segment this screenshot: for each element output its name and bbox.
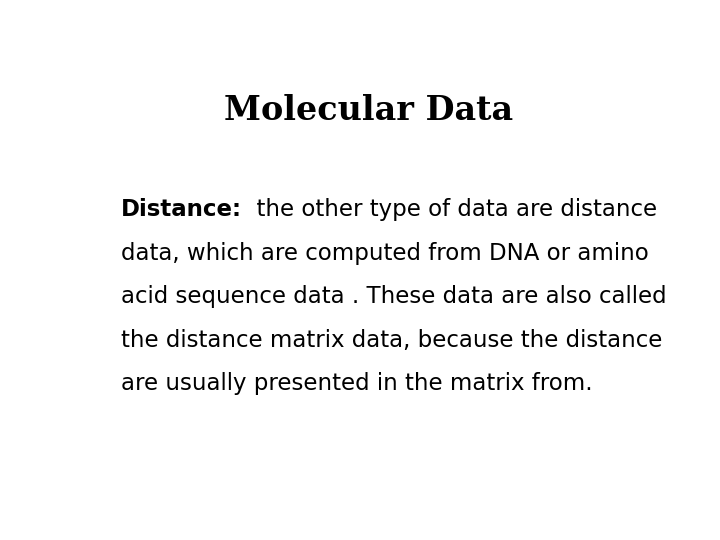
Text: Distance:: Distance: xyxy=(121,198,242,221)
Text: Molecular Data: Molecular Data xyxy=(225,94,513,127)
Text: are usually presented in the matrix from.: are usually presented in the matrix from… xyxy=(121,373,593,395)
Text: the distance matrix data, because the distance: the distance matrix data, because the di… xyxy=(121,329,662,352)
Text: the other type of data are distance: the other type of data are distance xyxy=(242,198,657,221)
Text: acid sequence data . These data are also called: acid sequence data . These data are also… xyxy=(121,285,666,308)
Text: data, which are computed from DNA or amino: data, which are computed from DNA or ami… xyxy=(121,241,649,265)
